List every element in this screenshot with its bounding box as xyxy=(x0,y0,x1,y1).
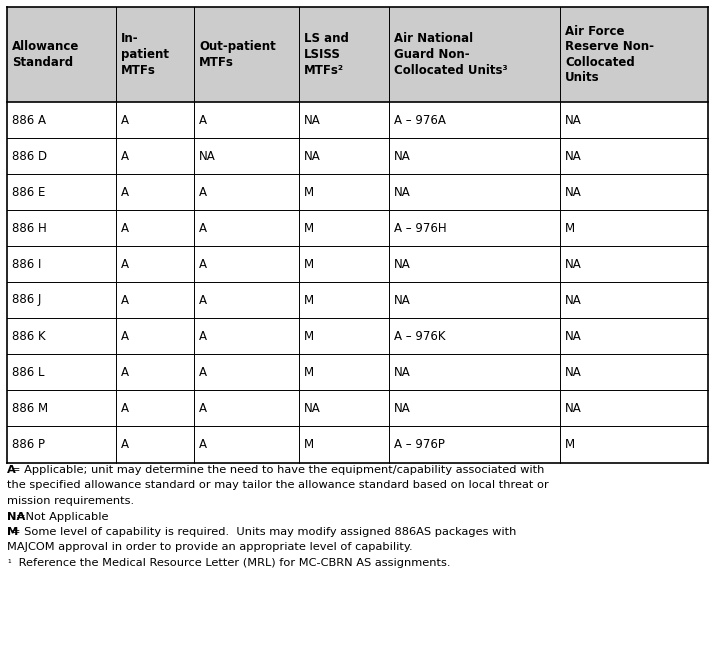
Text: NA: NA xyxy=(394,365,410,378)
Text: A – 976A: A – 976A xyxy=(394,114,445,127)
Text: Air National
Guard Non-
Collocated Units³: Air National Guard Non- Collocated Units… xyxy=(394,32,507,77)
Text: =Not Applicable: =Not Applicable xyxy=(16,512,108,521)
Text: NA: NA xyxy=(394,150,410,162)
Bar xyxy=(7,426,708,462)
Text: NA: NA xyxy=(565,185,582,198)
Text: NA: NA xyxy=(394,185,410,198)
Text: M: M xyxy=(304,365,314,378)
Text: NA: NA xyxy=(304,114,321,127)
Text: = Some level of capability is required.  Units may modify assigned 886AS package: = Some level of capability is required. … xyxy=(11,527,517,537)
Text: A: A xyxy=(121,150,129,162)
Text: 886 A: 886 A xyxy=(12,114,46,127)
Text: A – 976K: A – 976K xyxy=(394,330,445,343)
Text: 886 P: 886 P xyxy=(12,437,45,450)
Text: M: M xyxy=(304,257,314,270)
Text: M: M xyxy=(304,437,314,450)
Text: A: A xyxy=(121,330,129,343)
Text: A – 976H: A – 976H xyxy=(394,222,446,235)
Text: 886 E: 886 E xyxy=(12,185,45,198)
Text: A: A xyxy=(199,294,207,307)
Text: A: A xyxy=(121,365,129,378)
Text: NA: NA xyxy=(394,402,410,415)
Text: NA: NA xyxy=(565,365,582,378)
Bar xyxy=(7,138,708,174)
Text: M: M xyxy=(304,185,314,198)
Text: A: A xyxy=(121,437,129,450)
Text: Out-patient
MTFs: Out-patient MTFs xyxy=(199,40,276,69)
Text: A: A xyxy=(199,222,207,235)
Text: LS and
LSISS
MTFs²: LS and LSISS MTFs² xyxy=(304,32,349,77)
Text: NA: NA xyxy=(565,257,582,270)
Text: M: M xyxy=(7,527,19,537)
Text: MAJCOM approval in order to provide an appropriate level of capability.: MAJCOM approval in order to provide an a… xyxy=(7,543,413,552)
Text: A: A xyxy=(199,437,207,450)
Text: A: A xyxy=(121,294,129,307)
Text: 886 M: 886 M xyxy=(12,402,48,415)
Text: A: A xyxy=(199,257,207,270)
Bar xyxy=(7,174,708,210)
Text: A: A xyxy=(121,114,129,127)
Text: NA: NA xyxy=(565,294,582,307)
Text: = Applicable; unit may determine the need to have the equipment/capability assoc: = Applicable; unit may determine the nee… xyxy=(11,465,545,475)
Text: A: A xyxy=(121,402,129,415)
Text: A: A xyxy=(199,185,207,198)
Bar xyxy=(7,7,708,102)
Text: 886 K: 886 K xyxy=(12,330,46,343)
Text: In-
patient
MTFs: In- patient MTFs xyxy=(121,32,169,77)
Bar xyxy=(7,246,708,282)
Bar xyxy=(7,354,708,390)
Text: NA: NA xyxy=(7,512,25,521)
Text: NA: NA xyxy=(394,257,410,270)
Text: mission requirements.: mission requirements. xyxy=(7,496,134,506)
Bar xyxy=(7,390,708,426)
Text: NA: NA xyxy=(394,294,410,307)
Text: M: M xyxy=(565,437,575,450)
Bar xyxy=(7,318,708,354)
Text: A: A xyxy=(199,114,207,127)
Text: A: A xyxy=(121,185,129,198)
Text: 886 J: 886 J xyxy=(12,294,41,307)
Text: ¹: ¹ xyxy=(7,559,11,568)
Text: NA: NA xyxy=(199,150,216,162)
Text: 886 L: 886 L xyxy=(12,365,44,378)
Bar xyxy=(7,282,708,318)
Text: A: A xyxy=(121,222,129,235)
Text: A: A xyxy=(199,402,207,415)
Text: A: A xyxy=(7,465,16,475)
Text: NA: NA xyxy=(565,150,582,162)
Text: M: M xyxy=(304,330,314,343)
Bar xyxy=(7,102,708,138)
Text: M: M xyxy=(304,222,314,235)
Text: 886 H: 886 H xyxy=(12,222,46,235)
Text: NA: NA xyxy=(565,402,582,415)
Text: NA: NA xyxy=(565,330,582,343)
Text: A: A xyxy=(199,330,207,343)
Text: Reference the Medical Resource Letter (MRL) for MC-CBRN AS assignments.: Reference the Medical Resource Letter (M… xyxy=(15,558,450,568)
Text: Allowance
Standard: Allowance Standard xyxy=(12,40,79,69)
Text: A: A xyxy=(121,257,129,270)
Text: 886 I: 886 I xyxy=(12,257,41,270)
Text: M: M xyxy=(304,294,314,307)
Text: A – 976P: A – 976P xyxy=(394,437,445,450)
Bar xyxy=(7,210,708,246)
Text: NA: NA xyxy=(565,114,582,127)
Text: A: A xyxy=(199,365,207,378)
Text: Air Force
Reserve Non-
Collocated
Units: Air Force Reserve Non- Collocated Units xyxy=(565,25,654,84)
Text: M: M xyxy=(565,222,575,235)
Text: NA: NA xyxy=(304,150,321,162)
Text: 886 D: 886 D xyxy=(12,150,47,162)
Text: the specified allowance standard or may tailor the allowance standard based on l: the specified allowance standard or may … xyxy=(7,480,548,491)
Text: NA: NA xyxy=(304,402,321,415)
